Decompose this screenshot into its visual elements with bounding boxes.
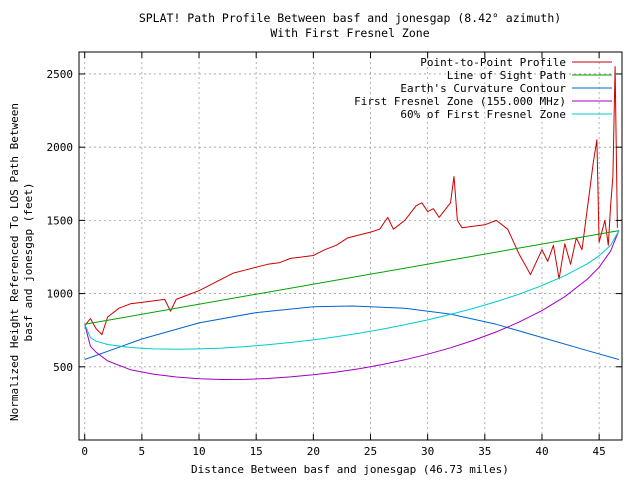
chart-title: SPLAT! Path Profile Between basf and jon… [139, 11, 561, 25]
tick-marks [79, 52, 622, 440]
x-tick-label: 35 [478, 445, 491, 458]
grid-lines [79, 52, 622, 440]
x-tick-label: 25 [364, 445, 377, 458]
legend-label: Line of Sight Path [447, 69, 566, 82]
x-tick-label: 15 [250, 445, 263, 458]
chart-subtitle: With First Fresnel Zone [270, 26, 429, 40]
x-tick-label: 45 [593, 445, 606, 458]
y-tick-label: 2000 [47, 141, 74, 154]
y-tick-label: 500 [53, 361, 73, 374]
series-line-earth-s-curvature-contour [84, 305, 620, 360]
legend-label: 60% of First Fresnel Zone [400, 108, 566, 121]
y-axis-label-line-2: basf and jonesgap (feet) [22, 183, 35, 342]
y-tick-label: 2500 [47, 68, 74, 81]
x-tick-label: 30 [421, 445, 434, 458]
x-axis-label: Distance Between basf and jonesgap (46.7… [191, 463, 509, 476]
x-tick-label: 40 [535, 445, 548, 458]
x-tick-label: 20 [307, 445, 320, 458]
x-tick-label: 10 [192, 445, 205, 458]
series-layer [84, 66, 620, 380]
legend-label: Point-to-Point Profile [420, 56, 566, 69]
series-line-first-fresnel-zone-155-000-mhz [84, 230, 620, 380]
x-tick-labels: 0 5 10 15 20 25 30 35 40 45 [81, 445, 605, 458]
y-tick-label: 1000 [47, 288, 74, 301]
legend-label: Earth's Curvature Contour [400, 82, 566, 95]
x-tick-label: 0 [81, 445, 88, 458]
y-axis-label-line-1: Normalized Height Referenced To LOS Path… [8, 103, 21, 421]
plot-frame [78, 51, 623, 441]
x-tick-label: 5 [139, 445, 146, 458]
series-line-line-of-sight-path [84, 230, 619, 325]
series-line-60-of-first-fresnel-zone [84, 230, 620, 350]
y-tick-labels: 500 1000 1500 2000 2500 [47, 68, 74, 374]
legend-label: First Fresnel Zone (155.000 MHz) [354, 95, 566, 108]
y-tick-label: 1500 [47, 214, 74, 227]
